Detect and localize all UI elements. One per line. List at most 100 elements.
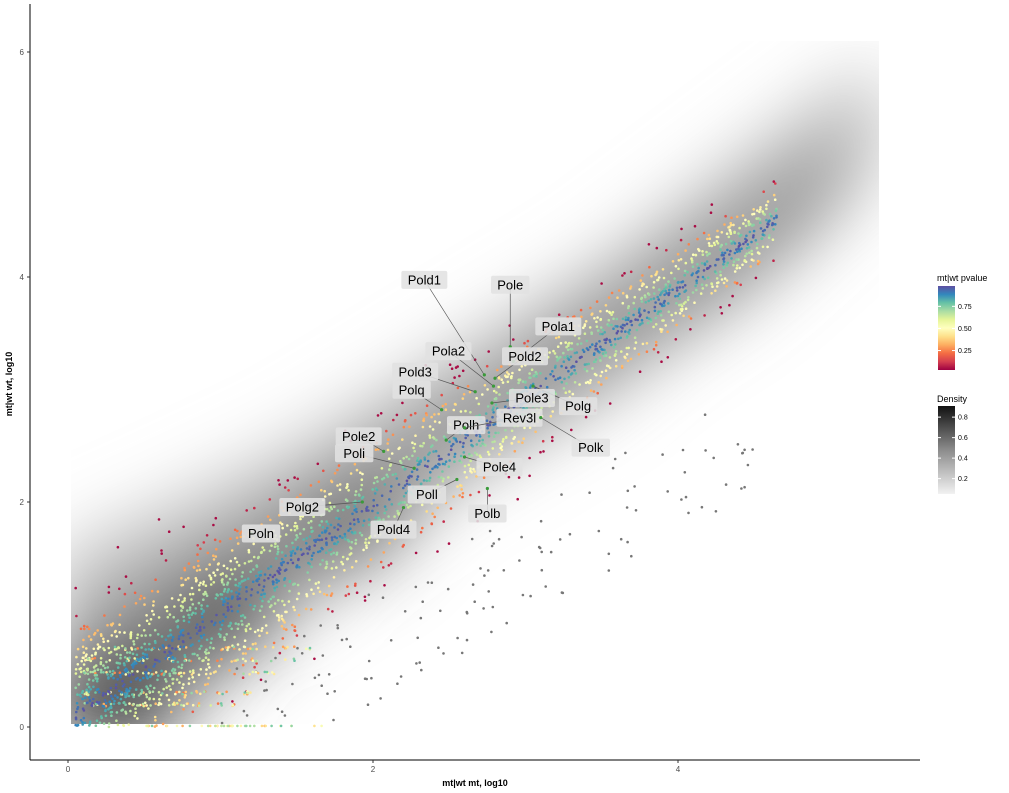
scatter-point xyxy=(705,260,709,263)
scatter-point xyxy=(425,479,429,483)
scatter-point xyxy=(523,426,526,430)
scatter-point xyxy=(730,257,733,260)
scatter-point xyxy=(709,211,713,214)
scatter-point xyxy=(104,708,107,712)
scatter-point xyxy=(772,259,775,263)
scatter-point xyxy=(654,340,658,344)
scatter-point xyxy=(596,329,600,332)
scatter-point xyxy=(551,439,554,443)
scatter-point xyxy=(153,715,157,719)
scatter-point xyxy=(463,470,467,474)
scatter-point xyxy=(254,574,258,578)
scatter-point xyxy=(648,317,651,321)
scatter-point xyxy=(611,310,615,314)
scatter-point xyxy=(86,693,90,697)
scatter-point xyxy=(249,647,252,650)
scatter-point xyxy=(627,330,630,334)
scatter-point xyxy=(629,287,632,290)
gene-label-text: Polk xyxy=(578,440,604,455)
scatter-point xyxy=(416,475,420,478)
scatter-point xyxy=(520,365,524,368)
scatter-point xyxy=(214,724,217,728)
scatter-point xyxy=(245,714,249,717)
scatter-point xyxy=(279,724,283,728)
scatter-point xyxy=(387,438,390,441)
scatter-point xyxy=(260,724,264,728)
scatter-point xyxy=(687,511,690,515)
scatter-point xyxy=(182,671,186,675)
scatter-point xyxy=(608,356,612,359)
scatter-point xyxy=(659,293,662,297)
scatter-point xyxy=(197,639,201,643)
scatter-point xyxy=(746,463,750,467)
scatter-point xyxy=(432,450,435,453)
y-axis-title: mt|wt wt, log10 xyxy=(4,352,14,417)
scatter-point xyxy=(475,453,479,456)
scatter-point xyxy=(226,567,229,570)
scatter-point xyxy=(389,639,393,642)
scatter-point xyxy=(187,677,191,680)
scatter-point xyxy=(262,585,266,588)
scatter-point xyxy=(612,346,616,349)
scatter-point xyxy=(154,641,157,645)
scatter-point xyxy=(530,368,534,372)
scatter-point xyxy=(273,573,277,577)
scatter-point xyxy=(518,368,521,372)
scatter-point xyxy=(294,538,298,541)
scatter-point xyxy=(209,583,213,586)
scatter-point xyxy=(174,647,178,651)
scatter-point xyxy=(722,260,726,263)
scatter-point xyxy=(241,652,245,655)
scatter-point xyxy=(299,548,303,551)
scatter-point xyxy=(281,526,285,530)
scatter-point xyxy=(96,629,99,632)
scatter-point xyxy=(256,671,260,675)
scatter-point xyxy=(236,724,239,728)
scatter-point xyxy=(91,679,95,682)
scatter-point xyxy=(330,480,334,484)
scatter-point xyxy=(365,546,368,550)
scatter-point xyxy=(667,302,670,305)
scatter-point xyxy=(676,252,680,256)
scatter-point xyxy=(235,667,239,670)
scatter-point xyxy=(191,703,195,707)
scatter-point xyxy=(372,498,376,502)
scatter-point xyxy=(224,596,228,600)
scatter-point xyxy=(206,682,210,686)
scatter-point xyxy=(504,428,507,432)
scatter-point xyxy=(307,521,311,525)
scatter-point xyxy=(652,286,655,289)
scatter-point xyxy=(722,281,726,285)
labeled-point xyxy=(462,426,467,430)
scatter-point xyxy=(192,566,196,569)
scatter-point xyxy=(129,709,132,713)
scatter-point xyxy=(615,331,619,335)
scatter-point xyxy=(715,277,719,280)
scatter-point xyxy=(639,322,642,326)
scatter-point xyxy=(773,198,777,201)
scatter-point xyxy=(304,607,308,611)
scatter-point xyxy=(420,503,424,507)
scatter-point xyxy=(336,626,340,630)
scatter-point xyxy=(640,284,644,288)
scatter-point xyxy=(191,592,195,596)
scatter-point xyxy=(730,242,734,245)
scatter-point xyxy=(163,650,166,654)
scatter-point xyxy=(96,647,100,650)
scatter-point xyxy=(600,348,603,351)
scatter-point xyxy=(444,402,448,406)
scatter-point xyxy=(102,647,105,650)
scatter-point xyxy=(504,405,507,409)
scatter-point xyxy=(369,558,373,561)
scatter-point xyxy=(568,390,571,393)
scatter-point xyxy=(613,337,617,341)
scatter-point xyxy=(102,664,105,667)
scatter-point xyxy=(637,308,641,312)
scatter-point xyxy=(313,676,317,680)
scatter-point xyxy=(386,448,390,452)
scatter-point xyxy=(681,448,685,452)
scatter-point xyxy=(663,299,666,303)
scatter-point xyxy=(295,527,299,530)
scatter-point xyxy=(677,259,681,262)
